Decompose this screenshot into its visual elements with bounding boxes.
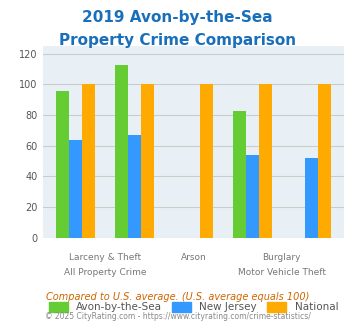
Bar [69,140,82,238]
Text: Larceny & Theft: Larceny & Theft [69,253,141,262]
Bar [115,65,128,238]
Bar [128,135,141,238]
Text: Burglary: Burglary [263,253,301,262]
Text: Motor Vehicle Theft: Motor Vehicle Theft [238,268,326,277]
Bar [82,84,95,238]
Bar [200,84,213,238]
Text: Compared to U.S. average. (U.S. average equals 100): Compared to U.S. average. (U.S. average … [46,292,309,302]
Text: © 2025 CityRating.com - https://www.cityrating.com/crime-statistics/: © 2025 CityRating.com - https://www.city… [45,312,310,321]
Bar [318,84,331,238]
Bar [141,84,154,238]
Bar [56,91,69,238]
Bar [305,158,318,238]
Text: Property Crime Comparison: Property Crime Comparison [59,33,296,48]
Bar [259,84,272,238]
Text: All Property Crime: All Property Crime [64,268,146,277]
Legend: Avon-by-the-Sea, New Jersey, National: Avon-by-the-Sea, New Jersey, National [45,297,342,316]
Text: 2019 Avon-by-the-Sea: 2019 Avon-by-the-Sea [82,10,273,25]
Bar [246,155,259,238]
Text: Arson: Arson [181,253,206,262]
Bar [233,111,246,238]
